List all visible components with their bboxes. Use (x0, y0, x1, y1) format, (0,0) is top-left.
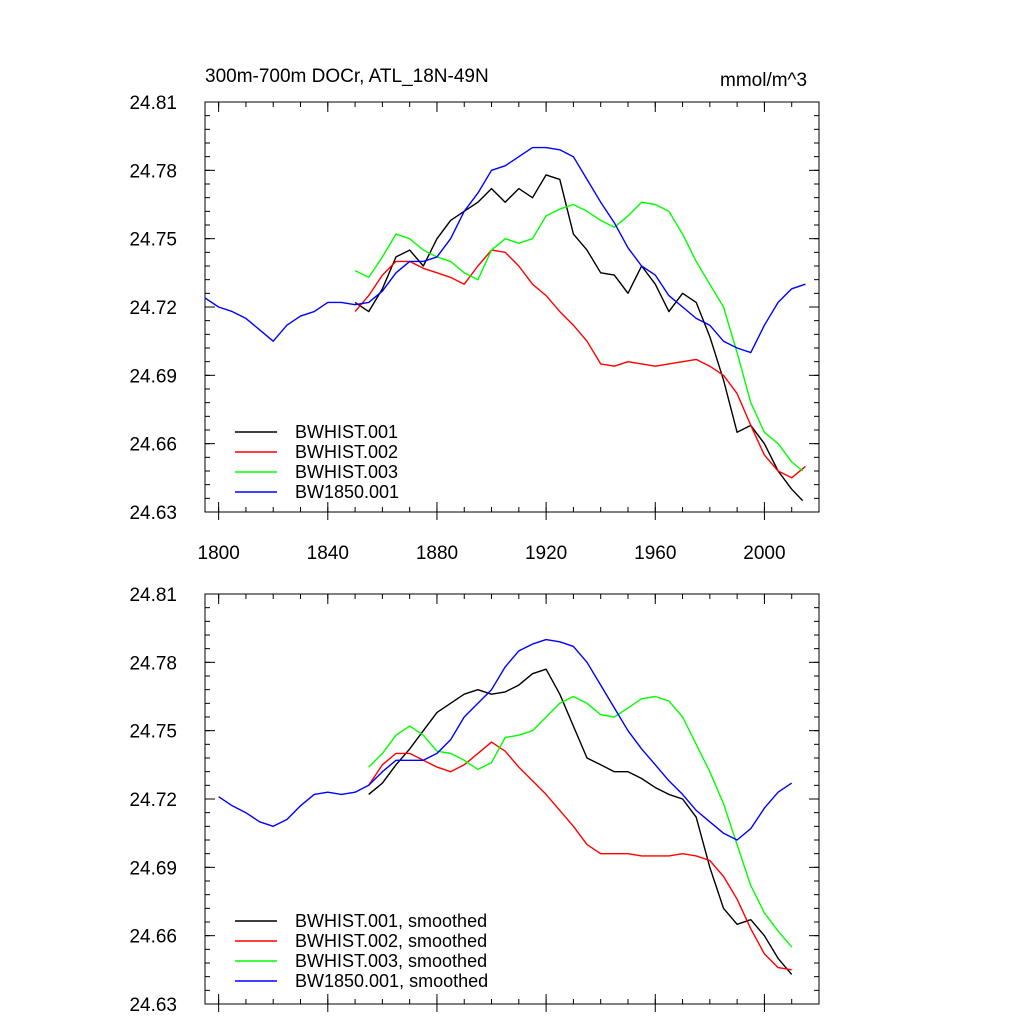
x-tick-label: 1800 (198, 543, 240, 564)
x-tick-label: 2000 (743, 543, 785, 564)
series-line-bw1850-001 (204, 146, 806, 354)
series-line-bwhist-001 (354, 174, 804, 502)
y-tick-label: 24.69 (129, 366, 177, 387)
y-tick-label: 24.72 (129, 298, 177, 319)
legend-label: BWHIST.001 (295, 422, 398, 442)
series-line-bwhist-002 (354, 249, 806, 479)
y-tick-label: 24.78 (129, 653, 177, 674)
y-tick-label: 24.69 (129, 858, 177, 879)
legend-label: BW1850.001 (295, 482, 399, 502)
units-label: mmol/m^3 (720, 70, 808, 91)
legend-label: BWHIST.001, smoothed (295, 911, 487, 931)
y-tick-label: 24.75 (129, 722, 177, 743)
y-tick-label: 24.66 (129, 927, 177, 948)
x-tick-label: 1840 (307, 543, 349, 564)
series-line-bwhist-002-smoothed (368, 741, 792, 971)
x-tick-label: 1960 (634, 543, 676, 564)
y-tick-label: 24.63 (129, 995, 177, 1016)
series-line-bw1850-001-smoothed (218, 638, 793, 841)
series-line-bwhist-003-smoothed (368, 695, 793, 948)
y-tick-label: 24.72 (129, 790, 177, 811)
legend-label: BWHIST.002 (295, 442, 398, 462)
series-line-bwhist-003 (354, 201, 804, 472)
legend-label: BWHIST.003 (295, 462, 398, 482)
chart-title: 300m-700m DOCr, ATL_18N-49N (205, 66, 489, 87)
y-tick-label: 24.78 (129, 161, 177, 182)
legend-label: BW1850.001, smoothed (295, 971, 488, 991)
series-line-bwhist-001-smoothed (368, 668, 793, 975)
x-tick-label: 1920 (525, 543, 567, 564)
y-tick-label: 24.81 (129, 93, 177, 114)
y-tick-label: 24.66 (129, 435, 177, 456)
chart-panel-1: 24.63 24.66 24.69 24.72 24.75 24.78 24.81 1800 1… (129, 93, 820, 564)
chart-panel-2: 24.63 24.66 24.69 24.72 24.75 24.78 24.81 BWHIS… (129, 585, 820, 1016)
legend-label: BWHIST.003, smoothed (295, 951, 487, 971)
y-tick-label: 24.81 (129, 585, 177, 606)
y-tick-label: 24.63 (129, 503, 177, 524)
x-tick-label: 1880 (416, 543, 458, 564)
y-tick-label: 24.75 (129, 230, 177, 251)
legend-label: BWHIST.002, smoothed (295, 931, 487, 951)
